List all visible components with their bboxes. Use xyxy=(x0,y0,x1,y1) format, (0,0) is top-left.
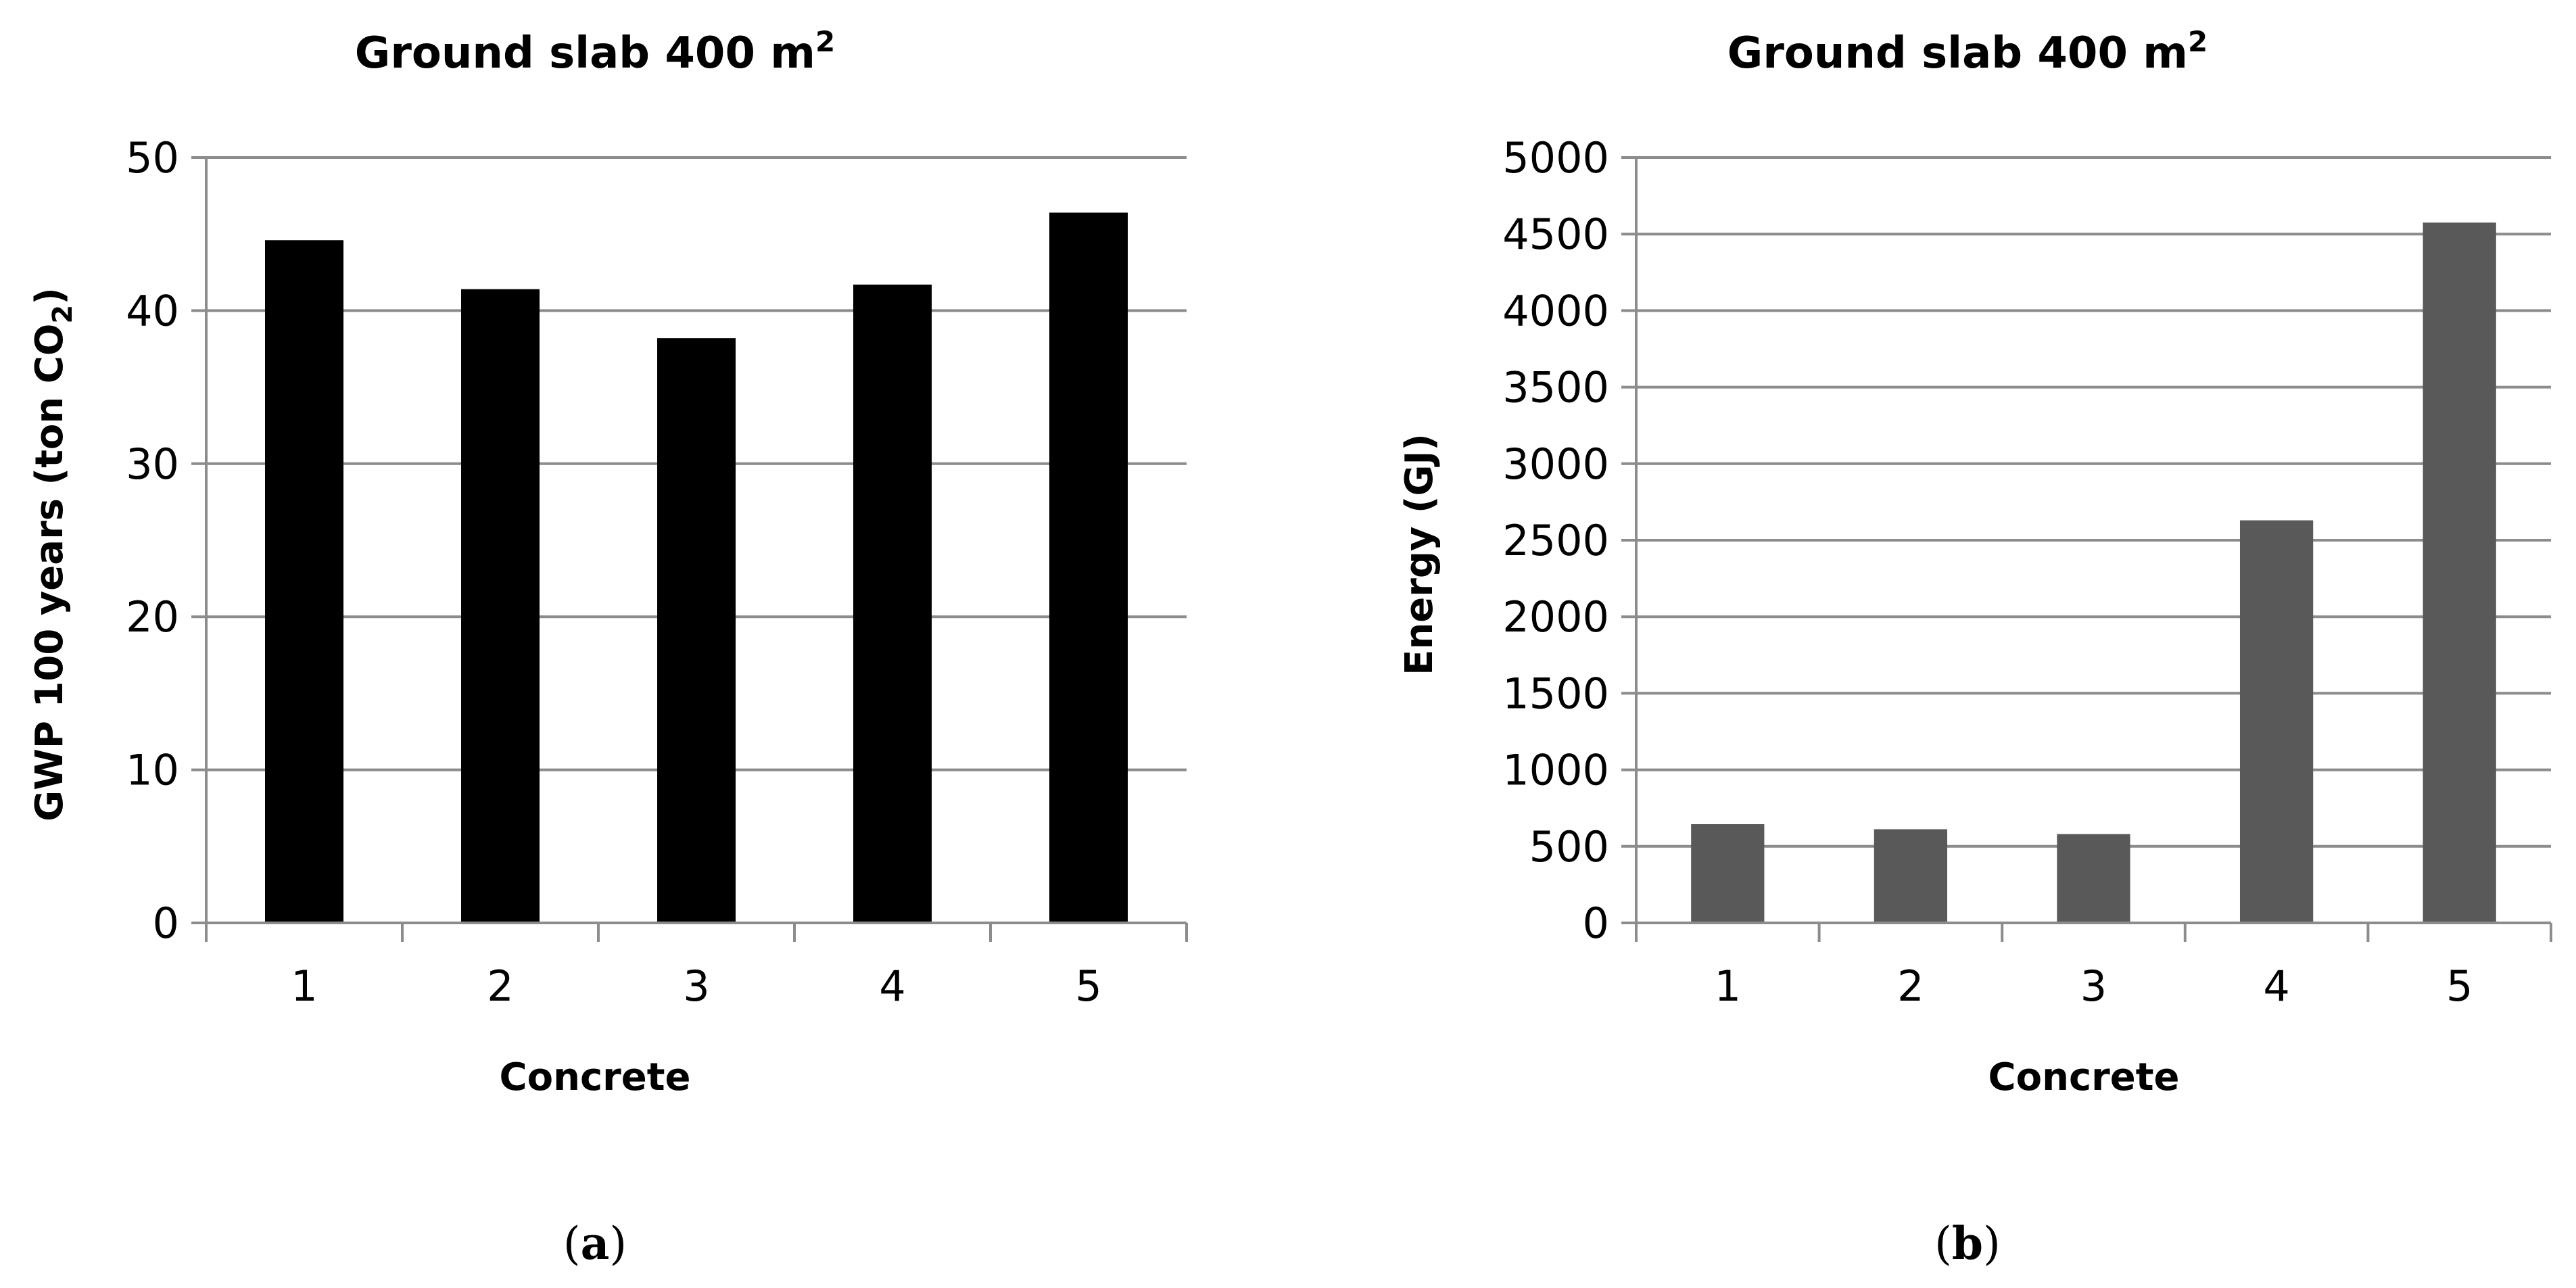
y-axis-title: GWP 100 years (ton CO2) xyxy=(28,287,78,821)
chart-panel-a: Ground slab 400 m2 0 10 20 30 40 50 1 2 3 4 5 Con… xyxy=(28,25,1188,1270)
y-tick-label: 2000 xyxy=(1502,592,1609,642)
panel-caption: (a) xyxy=(563,1217,627,1270)
gridlines xyxy=(1636,156,2551,848)
y-tick-label: 30 xyxy=(126,439,179,489)
y-tick-label: 5000 xyxy=(1502,133,1609,183)
y-tick-label: 3000 xyxy=(1502,439,1609,489)
bar-5 xyxy=(1049,212,1128,923)
x-tick-label: 3 xyxy=(683,961,709,1011)
y-tick-label: 50 xyxy=(126,133,179,183)
x-axis-title: Concrete xyxy=(500,1055,691,1099)
chart-title: Ground slab 400 m2 xyxy=(355,25,835,78)
x-tick-label: 2 xyxy=(1897,961,1924,1011)
chart-panel-b: Ground slab 400 m2 0 500 1000 1500 2000 2500 3… xyxy=(1398,25,2552,1270)
x-tick-label: 5 xyxy=(2446,961,2473,1011)
y-tick-label: 0 xyxy=(1583,899,1609,948)
x-tick-label: 1 xyxy=(291,961,317,1011)
bar-1 xyxy=(265,240,343,924)
bar-4 xyxy=(853,284,932,923)
y-tick-label: 3500 xyxy=(1502,363,1609,412)
bar-5 xyxy=(2423,222,2496,924)
x-tick-labels: 1 2 3 4 5 xyxy=(291,961,1101,1011)
y-tick-labels: 0 500 1000 1500 2000 2500 3000 3500 4000 4500 5000 xyxy=(1502,133,1609,948)
bar-3 xyxy=(2057,834,2130,923)
x-tick-labels: 1 2 3 4 5 xyxy=(1715,961,2473,1011)
y-tick-label: 500 xyxy=(1529,822,1609,872)
y-tick-label: 2500 xyxy=(1502,516,1609,565)
y-tick-label: 4000 xyxy=(1502,286,1609,335)
axes xyxy=(191,156,1188,942)
x-tick-label: 2 xyxy=(487,961,513,1011)
bars xyxy=(1691,222,2496,924)
y-tick-label: 1500 xyxy=(1502,669,1609,718)
bar-3 xyxy=(657,338,736,924)
y-tick-labels: 0 10 20 30 40 50 xyxy=(126,133,179,948)
bar-2 xyxy=(461,289,540,924)
x-tick-label: 1 xyxy=(1715,961,1741,1011)
x-tick-label: 5 xyxy=(1075,961,1101,1011)
bars xyxy=(265,212,1128,924)
panel-caption: (b) xyxy=(1934,1217,2001,1270)
bar-1 xyxy=(1691,824,1765,923)
y-axis-title: Energy (GJ) xyxy=(1398,433,1441,675)
y-tick-label: 4500 xyxy=(1502,210,1609,259)
x-axis-title: Concrete xyxy=(1988,1055,2180,1099)
axes xyxy=(1621,156,2552,942)
y-tick-label: 40 xyxy=(126,286,179,335)
bar-4 xyxy=(2239,520,2314,923)
bar-2 xyxy=(1874,829,1948,923)
y-tick-label: 1000 xyxy=(1502,746,1609,795)
x-tick-label: 3 xyxy=(2080,961,2107,1011)
y-tick-label: 0 xyxy=(153,899,179,948)
chart-title: Ground slab 400 m2 xyxy=(1727,25,2208,78)
x-tick-label: 4 xyxy=(2263,961,2289,1011)
y-tick-label: 20 xyxy=(126,592,179,642)
x-tick-label: 4 xyxy=(879,961,905,1011)
y-tick-label: 10 xyxy=(126,746,179,795)
